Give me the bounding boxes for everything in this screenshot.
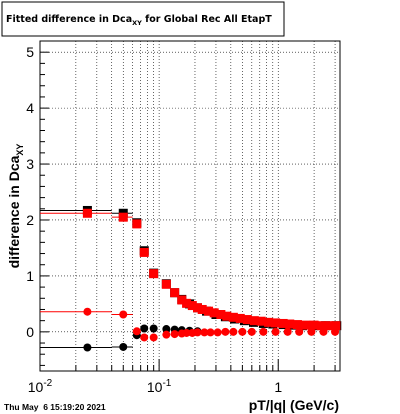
data-point-square <box>139 247 149 257</box>
data-point-circle <box>229 327 238 336</box>
data-point-circle <box>221 327 230 336</box>
data-point-circle <box>149 333 158 342</box>
title-box: Fitted difference in DcaXY for Global Re… <box>1 1 285 37</box>
data-point-square <box>235 313 245 323</box>
data-point-square <box>161 279 171 289</box>
data-point-square <box>222 311 232 321</box>
data-point-circle <box>83 343 92 352</box>
data-point-square <box>278 318 288 328</box>
x-tick-label-base: 10 <box>147 379 163 395</box>
x-tick-label-base: 10 <box>28 379 44 395</box>
chart-title-suffix: for Global Rec All EtapT <box>142 14 272 25</box>
data-point-square <box>292 320 302 330</box>
title-box-frame <box>1 1 285 37</box>
data-point-square <box>301 320 311 330</box>
data-point-square <box>331 321 341 331</box>
data-point-circle <box>213 328 222 337</box>
series-3 <box>40 307 340 342</box>
data-point-circle <box>119 342 128 351</box>
data-series <box>40 205 342 352</box>
x-tick-label: 10-2 <box>28 378 53 395</box>
data-point-circle <box>149 324 158 333</box>
y-tick-label: 5 <box>26 44 34 60</box>
data-point-square <box>118 212 128 222</box>
data-point-circle <box>162 330 171 339</box>
x-tick-label-exponent: -1 <box>162 378 171 389</box>
data-point-circle <box>119 310 128 319</box>
data-point-circle <box>182 328 191 337</box>
data-point-square <box>204 306 214 316</box>
data-point-circle <box>140 333 149 342</box>
data-point-square <box>228 312 238 322</box>
y-tick-label: 0 <box>26 324 34 340</box>
data-point-circle <box>283 327 292 336</box>
data-point-square <box>197 304 207 314</box>
data-point-square <box>242 315 252 325</box>
data-point-square <box>149 269 159 279</box>
series-1 <box>40 208 341 331</box>
data-point-square <box>324 321 334 331</box>
data-point-square <box>316 321 326 331</box>
data-point-square <box>182 298 192 308</box>
data-point-circle <box>247 327 256 336</box>
data-point-square <box>216 310 226 320</box>
data-point-square <box>249 316 259 326</box>
timestamp: Thu May 6 15:19:20 2021 <box>4 402 106 412</box>
x-tick-label-base: 1 <box>274 379 282 395</box>
data-point-circle <box>206 328 215 337</box>
data-point-square <box>170 288 180 298</box>
data-point-square <box>82 208 92 218</box>
y-axis-label: difference in DcaXY <box>6 144 25 269</box>
data-point-circle <box>200 328 209 337</box>
data-point-circle <box>295 327 304 336</box>
data-point-square <box>177 295 187 305</box>
data-point-square <box>187 301 197 311</box>
x-axis-label: pT/|q| (GeV/c) <box>249 397 339 413</box>
data-point-square <box>271 318 281 328</box>
data-point-circle <box>271 327 280 336</box>
y-tick-label: 3 <box>26 156 34 172</box>
chart-title-main: Fitted difference in Dca <box>6 14 132 25</box>
data-point-square <box>209 308 219 318</box>
chart-title-subscript: XY <box>132 19 142 27</box>
data-point-circle <box>331 327 340 336</box>
y-tick-label: 2 <box>26 212 34 228</box>
data-point-circle <box>83 307 92 316</box>
data-point-circle <box>170 330 179 339</box>
chart-title: Fitted difference in DcaXY for Global Re… <box>6 14 272 27</box>
data-point-circle <box>259 327 268 336</box>
data-point-circle <box>238 327 247 336</box>
grid <box>39 41 340 371</box>
data-point-square <box>192 303 202 313</box>
data-point-circle <box>319 327 328 336</box>
x-tick-label-exponent: -2 <box>43 378 52 389</box>
y-tick-label: 4 <box>26 100 34 116</box>
data-point-circle <box>162 325 171 334</box>
x-tick-label: 1 <box>274 379 282 395</box>
data-point-square <box>256 316 266 326</box>
data-point-square <box>285 319 295 329</box>
y-axis-label-subscript: XY <box>15 144 25 156</box>
data-point-circle <box>193 328 202 337</box>
data-point-circle <box>140 324 149 333</box>
data-point-square <box>132 219 142 229</box>
data-point-circle <box>307 327 316 336</box>
data-point-square <box>309 320 319 330</box>
y-tick-label: 1 <box>26 268 34 284</box>
x-tick-label: 10-1 <box>147 378 172 395</box>
data-point-circle <box>132 327 141 336</box>
y-axis-label-main: difference in Dca <box>6 155 22 268</box>
data-point-square <box>264 317 274 327</box>
